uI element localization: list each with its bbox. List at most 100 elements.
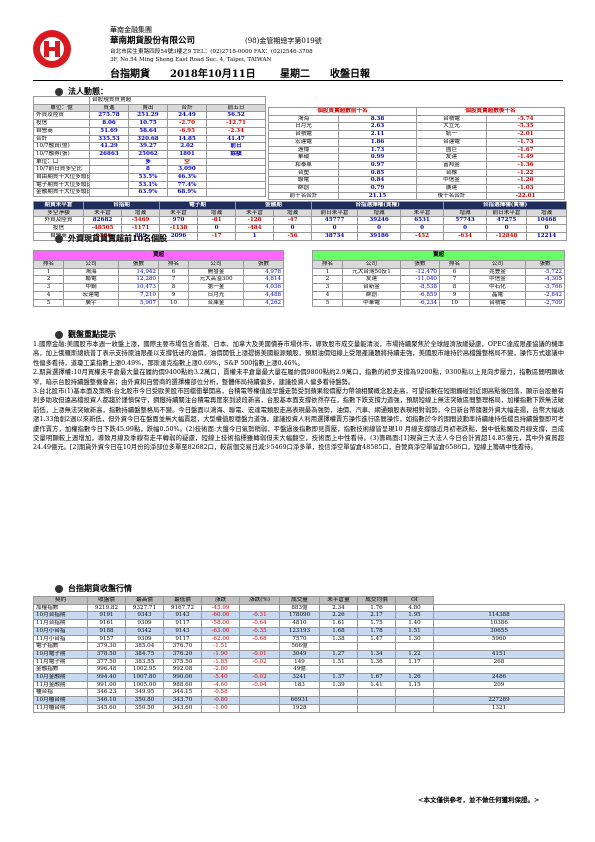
table-cell: -1.51 xyxy=(201,642,240,651)
table-cell: -0.04 xyxy=(239,680,280,690)
table-cell: 9143 xyxy=(163,626,202,636)
table-row: 加權指數 9219.82 9327.71 9167.72 -45.99 883億 2.34 1… xyxy=(33,603,565,613)
table-cell: -48505 xyxy=(83,224,122,233)
table-cell: 5960 xyxy=(433,634,565,644)
table-cell: 1.36 xyxy=(357,657,396,667)
table-cell: 4,262 xyxy=(242,298,285,308)
table-cell: -128 xyxy=(235,216,275,226)
table-cell: 1.75 xyxy=(357,619,396,628)
bullet-icon xyxy=(55,234,63,243)
table-cell: 櫃台指 xyxy=(33,688,88,698)
table-cell: -5.74 xyxy=(486,114,566,124)
table-cell: 和泰車 xyxy=(268,160,339,170)
table-cell: 6531 xyxy=(400,216,445,226)
table-cell: 中華電 xyxy=(342,298,401,308)
table-cell: -6.95 xyxy=(167,126,207,136)
table-header-cell: 單位：億 xyxy=(33,103,90,113)
futures-quote-table: 契約 收盤價 最高價 最低價 漲跌 漲跌(%) 成交量 未平倉量 成交均價 OI 加權指數 9219… xyxy=(33,596,565,713)
table-cell xyxy=(357,703,396,713)
table-cell: 第一金 xyxy=(188,283,244,292)
table-cell: 4.80 xyxy=(395,603,434,613)
table-cell: 自營商 xyxy=(33,126,90,136)
table-cell: 26863 xyxy=(89,149,129,159)
table-cell: 58.64 xyxy=(128,126,168,136)
table-cell: 10.75 xyxy=(128,119,168,128)
table-row: 2 友達 -11,040 7 中信金 -4,305 xyxy=(312,275,566,285)
table-cell: 鴻海 xyxy=(268,114,339,124)
table-cell: 合計 xyxy=(33,134,90,144)
table-header-cell: 張數 xyxy=(242,260,285,269)
table-cell: 268 xyxy=(433,657,565,667)
table-cell: 275.78 xyxy=(89,111,129,121)
table-cell: 9117 xyxy=(163,619,202,628)
table-cell: 4,978 xyxy=(242,267,285,277)
table-cell: -2.34 xyxy=(205,126,267,136)
table-row: 投信 8.06 10.75 -2.70 -12.71 xyxy=(33,119,267,128)
table-cell: 9 xyxy=(439,290,470,300)
table-cell: 9143 xyxy=(163,611,202,621)
table-cell xyxy=(357,642,396,651)
table-cell: 183 xyxy=(279,680,320,690)
table-cell: 10月櫃台期 xyxy=(33,696,88,705)
table-cell: 0.97 xyxy=(337,160,418,170)
table-cell: 77.4% xyxy=(167,180,207,190)
table-cell xyxy=(239,665,280,675)
table-cell: 台塑 xyxy=(268,168,339,178)
table-cell: 0.85 xyxy=(337,168,418,178)
table-cell: 10月金融期 xyxy=(33,673,88,682)
table-cell xyxy=(205,188,267,198)
table-cell xyxy=(395,665,434,675)
table-header-cell: 未平倉 xyxy=(159,208,199,218)
table-row: 電子指數 379.30 385.04 376.70 -1.51 566億 xyxy=(33,642,565,651)
table-cell: 1.78 xyxy=(357,626,396,636)
table-header-cell: OI xyxy=(395,596,434,605)
table-cell: 46.3% xyxy=(167,173,207,182)
table-cell: 群創 xyxy=(268,184,339,193)
table-row: 1 鴻海 14,942 6 開發金 4,978 xyxy=(33,267,285,277)
table-cell: 1.17 xyxy=(395,657,434,667)
legal-table-top-label: 台股現貨買賣超 xyxy=(88,96,267,105)
table-cell: 899 xyxy=(120,231,161,241)
table-cell: 384.75 xyxy=(125,649,164,659)
table-row: 11月櫃台期 345.60 350.50 343.60 -1.00 1928 1321 xyxy=(33,703,565,713)
table-cell: 10468 xyxy=(526,216,568,226)
table-cell: -0.35 xyxy=(239,626,280,636)
table-cell: 國巨 xyxy=(416,145,488,155)
table-cell: 單位：口 xyxy=(33,157,90,167)
focus-paragraph: 3.台北股市(1)基本面及策略:台北股市今日受歐美股市回檔衝擊開高，台積電等權值… xyxy=(33,388,564,452)
table-header-cell: 張數 xyxy=(118,260,159,269)
table-row: 投信 -48505 -1171 -1138 0 -484 0 0 0 0 0 0 0 xyxy=(33,224,568,233)
group-name: 華南金融集團 xyxy=(110,26,152,34)
table-header-cell: 成交均價 xyxy=(357,596,396,605)
table-cell: 6 xyxy=(439,267,470,277)
table-header-cell: 公司 xyxy=(63,260,119,269)
table-cell: -22.01 xyxy=(486,191,566,201)
table-cell: 0 xyxy=(273,224,313,233)
table-cell: 後十名合計 xyxy=(416,191,488,201)
table-header-cell: 收盤價 xyxy=(87,596,126,605)
focus-paragraph: 2.期貨選擇權:10月買權未平倉最大量在履約價9400點約3.2萬口，賣權未平倉… xyxy=(33,369,564,386)
table-cell: 8 xyxy=(128,165,168,175)
table-cell: 9161 xyxy=(87,619,126,628)
table-cell: 群創 xyxy=(342,290,401,300)
table-cell: -0.02 xyxy=(239,673,280,682)
table-header-cell: 增減 xyxy=(273,208,313,218)
table-cell: 聯電 xyxy=(63,275,119,285)
table-cell: -11,040 xyxy=(400,275,440,285)
table-header-cell: 增減 xyxy=(357,208,402,218)
table-cell: 8 xyxy=(158,283,189,292)
table-cell: 晶電 xyxy=(469,290,526,300)
table-cell: 9309 xyxy=(125,634,164,644)
table-cell: -47 xyxy=(273,216,313,226)
table-header-cell: 金融期 xyxy=(235,201,313,210)
table-cell xyxy=(357,665,396,675)
table-cell: 5 xyxy=(33,298,64,308)
table-cell: 外資及陸資 xyxy=(33,111,90,121)
table-cell: 9167.72 xyxy=(163,603,202,613)
table-row: 宏達電 1.86 台達電 -1.73 xyxy=(268,137,566,147)
table-cell: 2.63 xyxy=(337,122,418,132)
table-cell: 9343 xyxy=(125,611,164,621)
table-cell: 前十名合計 xyxy=(268,191,339,201)
table-header-cell: 成交量 xyxy=(279,596,320,605)
table-cell: -1.00 xyxy=(201,703,240,713)
